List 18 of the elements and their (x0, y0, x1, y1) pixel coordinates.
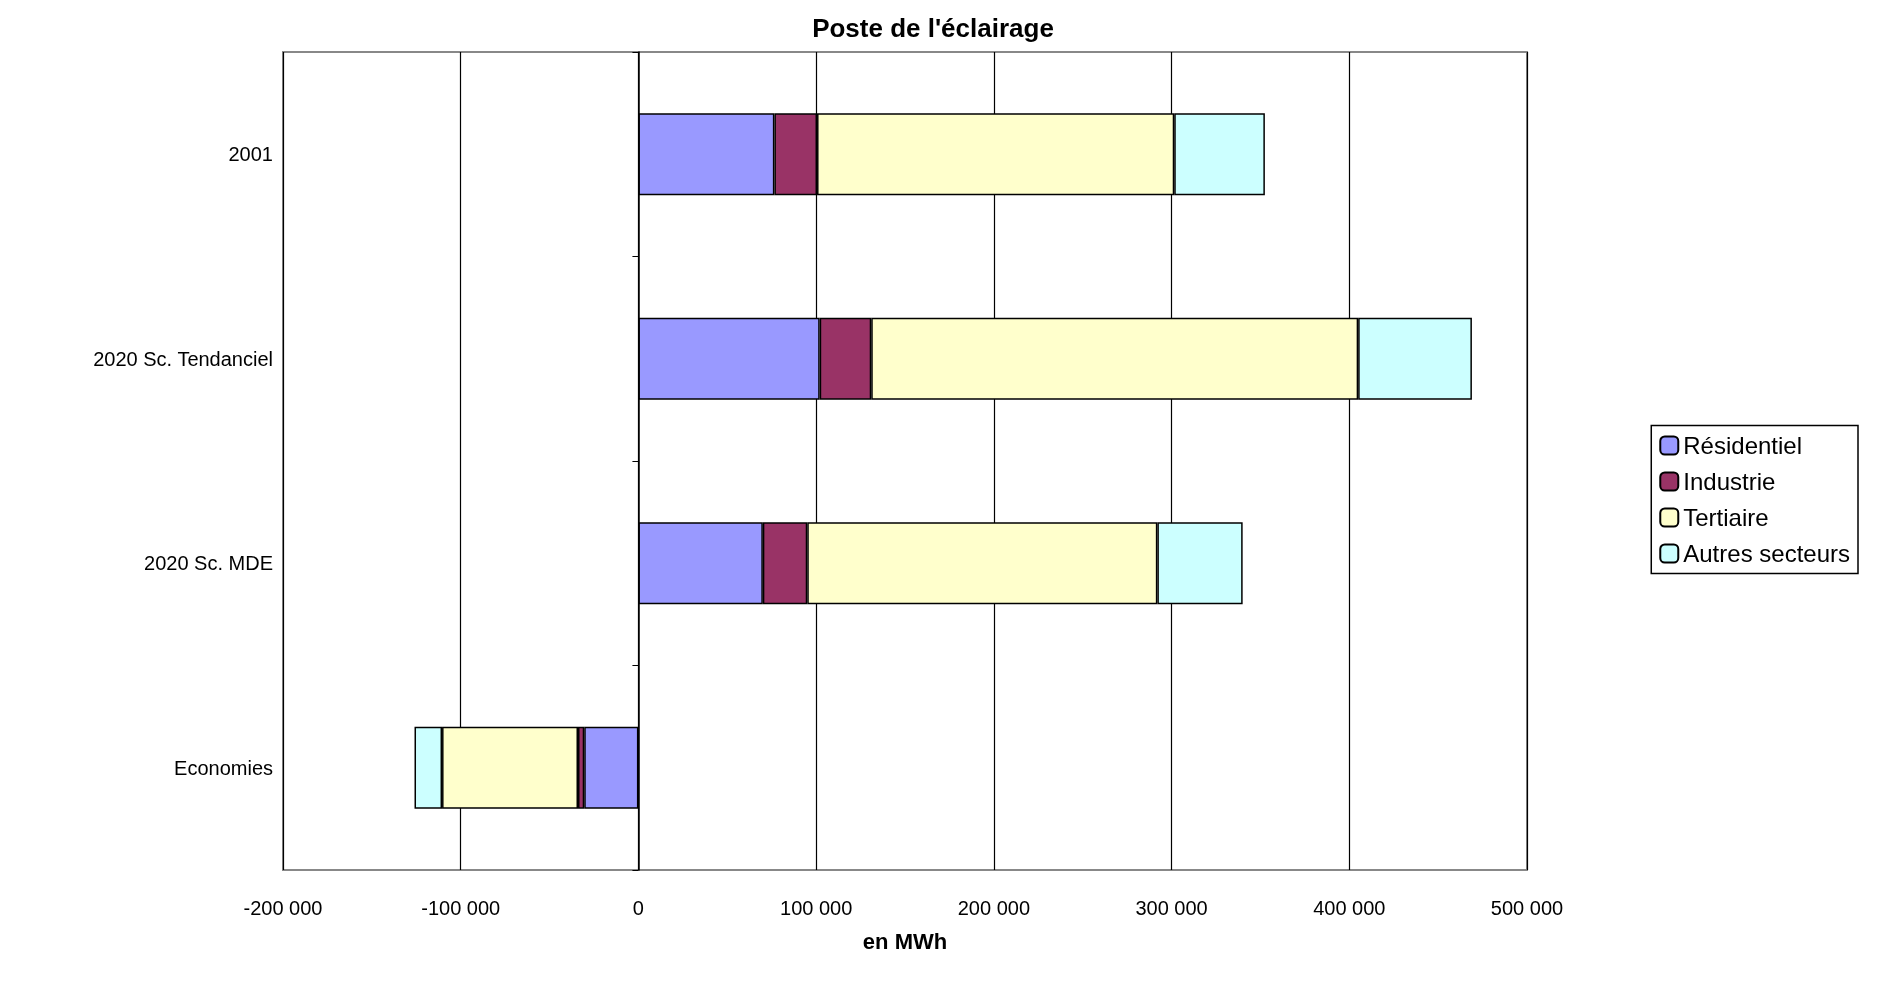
legend-label: Industrie (1683, 468, 1776, 495)
x-tick-label: 200 000 (957, 897, 1031, 919)
x-axis-title: en MWh (862, 928, 948, 954)
x-tick-label: -100 000 (421, 897, 501, 919)
x-tick-label: 0 (632, 897, 644, 919)
y-tick-label: 2020 Sc. MDE (144, 552, 273, 575)
legend-label: Résidentiel (1683, 432, 1802, 459)
y-tick-label: 2020 Sc. Tendanciel (93, 347, 273, 370)
x-tick-label: 400 000 (1313, 897, 1386, 919)
y-tick-label: 2001 (228, 143, 273, 166)
legend-label: Tertiaire (1683, 504, 1769, 531)
chart-title: Poste de l'éclairage (812, 13, 1054, 43)
x-tick-label: 500 000 (1490, 897, 1564, 919)
x-tick-label: -200 000 (243, 897, 323, 919)
x-tick-label: 100 000 (779, 897, 853, 919)
x-tick-label: 300 000 (1135, 897, 1208, 919)
y-tick-label: Economies (174, 756, 273, 779)
legend-label: Autres secteurs (1683, 540, 1850, 567)
